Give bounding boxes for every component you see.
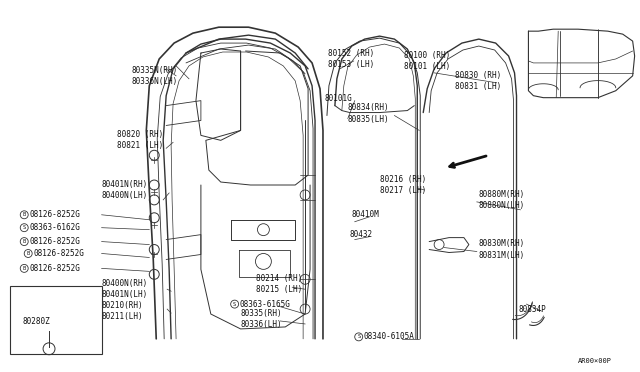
- Bar: [10, 286, 102, 354]
- Text: 80880M(RH)
80880N(LH): 80880M(RH) 80880N(LH): [479, 190, 525, 210]
- Text: 80834(RH)
80835(LH): 80834(RH) 80835(LH): [348, 103, 389, 124]
- Text: B: B: [22, 239, 26, 244]
- Text: B: B: [22, 212, 26, 217]
- Text: 80216 (RH)
80217 (LH): 80216 (RH) 80217 (LH): [380, 175, 426, 195]
- Text: B: B: [26, 251, 30, 256]
- Text: 80335(RH)
80336(LH): 80335(RH) 80336(LH): [241, 309, 282, 329]
- Text: 08363-6162G: 08363-6162G: [29, 223, 80, 232]
- Text: 80100 (RH)
80101 (LH): 80100 (RH) 80101 (LH): [404, 51, 451, 71]
- Text: 80834P: 80834P: [518, 305, 547, 314]
- Text: 08340-6105A: 08340-6105A: [364, 332, 415, 341]
- Text: 80335N(RH)
80336N(LH): 80335N(RH) 80336N(LH): [131, 66, 178, 86]
- Text: 08363-6165G: 08363-6165G: [239, 299, 291, 309]
- Text: S: S: [233, 302, 236, 307]
- Text: 80830M(RH)
80831M(LH): 80830M(RH) 80831M(LH): [479, 240, 525, 260]
- Text: AR00×00P: AR00×00P: [578, 358, 612, 364]
- Text: 80214 (RH)
80215 (LH): 80214 (RH) 80215 (LH): [257, 274, 303, 294]
- Text: 08126-8252G: 08126-8252G: [29, 237, 80, 246]
- Text: 80400N(RH)
80401N(LH): 80400N(RH) 80401N(LH): [102, 279, 148, 299]
- Text: 80401N(RH)
80400N(LH): 80401N(RH) 80400N(LH): [102, 180, 148, 200]
- Text: 80410M: 80410M: [352, 210, 380, 219]
- Text: 80152 (RH)
80153 (LH): 80152 (RH) 80153 (LH): [328, 49, 374, 69]
- Text: 80830 (RH)
80831 (LH): 80830 (RH) 80831 (LH): [455, 71, 501, 91]
- Text: B: B: [22, 266, 26, 271]
- Text: 08126-8252G: 08126-8252G: [33, 249, 84, 258]
- Text: 80210(RH)
80211(LH): 80210(RH) 80211(LH): [102, 301, 143, 321]
- Text: 80432: 80432: [350, 230, 373, 239]
- Text: S: S: [357, 334, 360, 339]
- Text: S: S: [22, 225, 26, 230]
- Text: 08126-8252G: 08126-8252G: [29, 210, 80, 219]
- Text: 08126-8252G: 08126-8252G: [29, 264, 80, 273]
- Text: 80820 (RH)
80821 (LH): 80820 (RH) 80821 (LH): [116, 130, 163, 150]
- Text: 80101G: 80101G: [325, 94, 353, 103]
- Text: 80280Z: 80280Z: [22, 317, 50, 327]
